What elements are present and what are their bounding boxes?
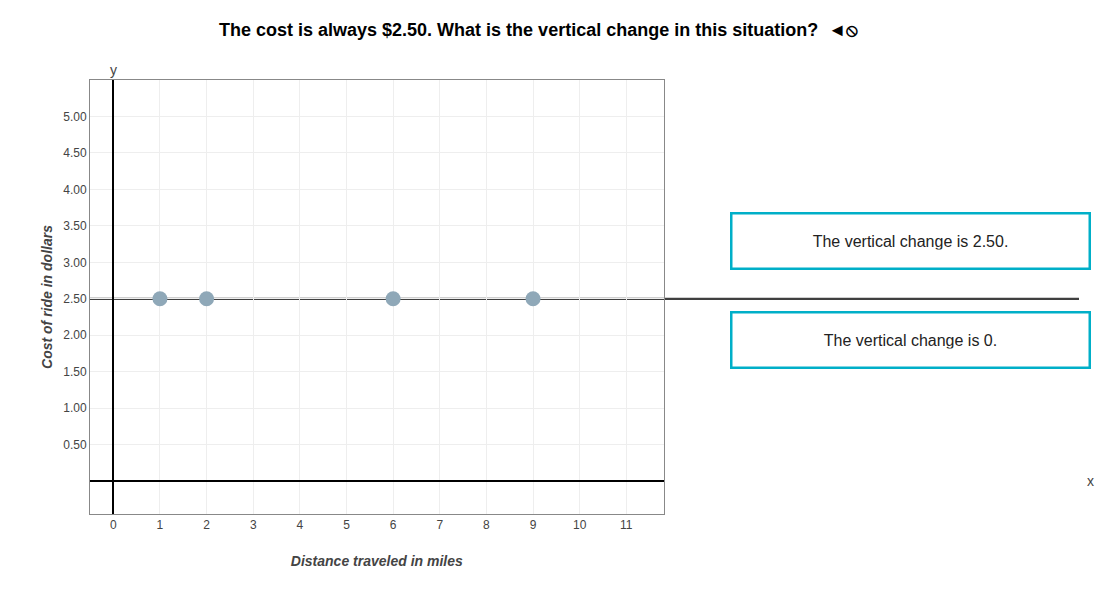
svg-text:5: 5 — [343, 518, 350, 532]
svg-text:2: 2 — [203, 518, 210, 532]
svg-text:7: 7 — [436, 518, 443, 532]
svg-text:The cost is always $2.50. What: The cost is always $2.50. What is the ve… — [219, 20, 858, 40]
svg-text:0: 0 — [110, 518, 117, 532]
svg-text:4.50: 4.50 — [63, 146, 87, 160]
svg-text:y: y — [110, 62, 117, 78]
svg-text:1: 1 — [157, 518, 164, 532]
svg-text:2.50: 2.50 — [63, 292, 87, 306]
svg-text:The vertical change is 2.50.: The vertical change is 2.50. — [813, 233, 1009, 250]
svg-text:1.00: 1.00 — [63, 401, 87, 415]
svg-text:10: 10 — [573, 518, 587, 532]
svg-text:6: 6 — [390, 518, 397, 532]
svg-text:Cost of ride in dollars: Cost of ride in dollars — [39, 225, 55, 369]
svg-text:Distance traveled in miles: Distance traveled in miles — [291, 553, 463, 569]
svg-text:3.00: 3.00 — [63, 256, 87, 270]
svg-text:8: 8 — [483, 518, 490, 532]
svg-text:3: 3 — [250, 518, 257, 532]
svg-text:4: 4 — [297, 518, 304, 532]
svg-text:1.50: 1.50 — [63, 365, 87, 379]
svg-text:4.00: 4.00 — [63, 183, 87, 197]
svg-text:2.00: 2.00 — [63, 328, 87, 342]
svg-text:0.50: 0.50 — [63, 438, 87, 452]
svg-text:The vertical change is 0.: The vertical change is 0. — [824, 332, 997, 349]
svg-text:3.50: 3.50 — [63, 219, 87, 233]
svg-text:x: x — [1087, 473, 1094, 489]
svg-text:9: 9 — [530, 518, 537, 532]
svg-text:11: 11 — [620, 518, 633, 532]
svg-text:5.00: 5.00 — [63, 110, 87, 124]
